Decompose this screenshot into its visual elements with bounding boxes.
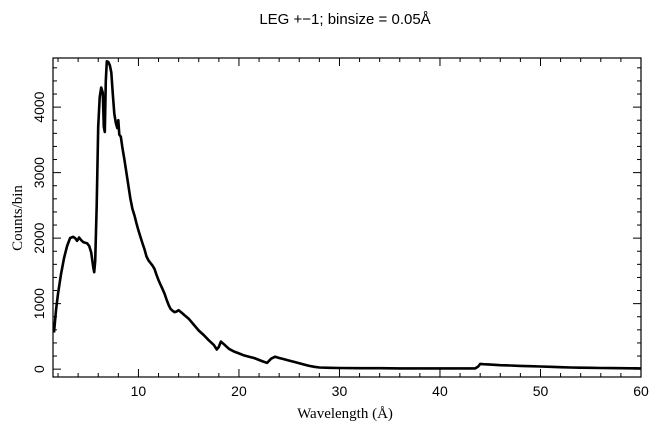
axis-tick-labels: 10 20 30 40 50 60 0 1000 2000 3000 4000 bbox=[31, 91, 649, 399]
y-tick-label: 2000 bbox=[31, 222, 47, 253]
x-tick-label: 20 bbox=[231, 383, 247, 399]
axis-ticks bbox=[53, 58, 642, 377]
x-tick-label: 60 bbox=[633, 383, 649, 399]
x-tick-label: 50 bbox=[533, 383, 549, 399]
y-tick-label: 0 bbox=[31, 365, 47, 373]
x-tick-label: 30 bbox=[332, 383, 348, 399]
x-tick-label: 10 bbox=[131, 383, 147, 399]
x-tick-label: 40 bbox=[432, 383, 448, 399]
y-tick-label: 1000 bbox=[31, 288, 47, 319]
chart-title: LEG +−1; binsize = 0.05Å bbox=[259, 11, 430, 28]
spectrum-series-line bbox=[52, 60, 642, 370]
x-axis-label: Wavelength (Å) bbox=[297, 406, 393, 422]
y-tick-label: 4000 bbox=[31, 91, 47, 122]
y-tick-label: 3000 bbox=[31, 157, 47, 188]
plot-frame bbox=[52, 57, 642, 378]
y-axis-label: Counts/bin bbox=[10, 185, 26, 251]
